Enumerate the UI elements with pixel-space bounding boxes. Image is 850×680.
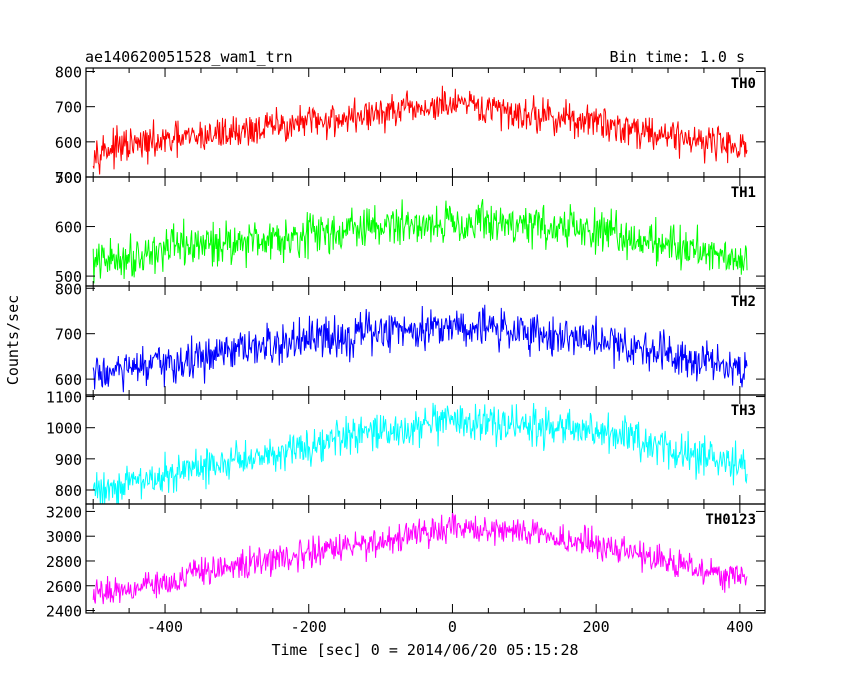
y-tick-label: 3200 — [46, 503, 82, 521]
x-tick-label: 400 — [726, 618, 753, 636]
y-tick-label: 500 — [55, 169, 82, 187]
panels-group: TH0 500 600 700 800 TH1 500 600 700 TH2 600 700 800 T… — [46, 64, 766, 636]
y-tick-label: 1000 — [46, 420, 82, 438]
x-tick-label: 200 — [583, 618, 610, 636]
y-tick-label: 600 — [55, 371, 82, 389]
y-tick-label: 500 — [55, 268, 82, 286]
series-line-th3 — [92, 402, 748, 504]
series-line-th0123 — [92, 512, 748, 605]
series-line-th2 — [92, 304, 748, 393]
y-axis-label: Counts/sec — [4, 295, 22, 385]
y-tick-label: 1100 — [46, 389, 82, 407]
y-tick-label: 2800 — [46, 553, 82, 571]
panel-frame-th0 — [85, 67, 766, 178]
x-tick-label: -400 — [147, 618, 183, 636]
panel-label-th3: TH3 — [731, 403, 756, 419]
y-tick-label: 700 — [55, 99, 82, 117]
panel-label-th0123: TH0123 — [705, 512, 756, 528]
x-axis-label: Time [sec] 0 = 2014/06/20 05:15:28 — [271, 641, 578, 659]
y-tick-label: 800 — [55, 64, 82, 82]
series-line-th0 — [92, 85, 748, 175]
y-tick-label: 3000 — [46, 528, 82, 546]
y-tick-label: 800 — [55, 482, 82, 500]
y-tick-label: 700 — [55, 169, 82, 187]
bin-time-label: Bin time: 1.0 s — [610, 48, 745, 66]
series-line-th1 — [92, 199, 748, 284]
y-tick-label: 700 — [55, 326, 82, 344]
y-tick-label: 900 — [55, 451, 82, 469]
y-tick-label: 2400 — [46, 603, 82, 621]
y-tick-label: 600 — [55, 219, 82, 237]
panel-label-th1: TH1 — [731, 185, 756, 201]
panel-label-th0: TH0 — [731, 76, 756, 92]
chart-title: ae140620051528_wam1_trn — [85, 48, 293, 66]
x-tick-label: 0 — [448, 618, 457, 636]
x-tick-label: -200 — [291, 618, 327, 636]
panel-frame-th0123 — [85, 503, 766, 614]
panel-label-th2: TH2 — [731, 294, 756, 310]
y-tick-label: 600 — [55, 134, 82, 152]
y-tick-label: 800 — [55, 280, 82, 298]
y-tick-label: 2600 — [46, 578, 82, 596]
